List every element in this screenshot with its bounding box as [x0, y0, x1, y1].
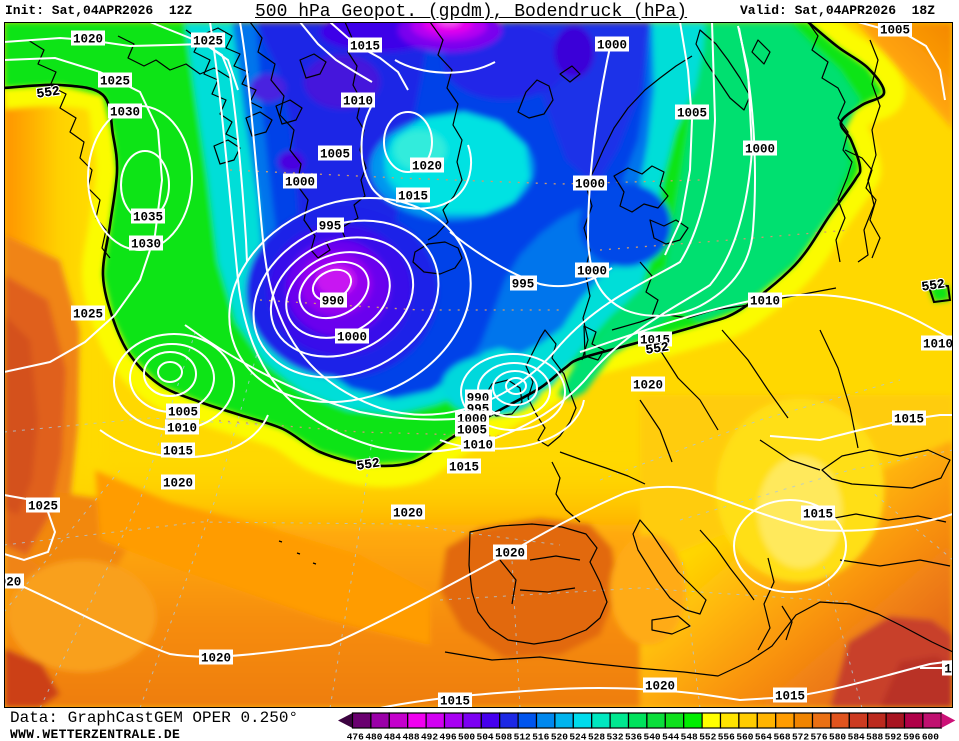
svg-text:552: 552 [645, 339, 670, 357]
svg-text:1000: 1000 [577, 265, 607, 279]
svg-text:1015: 1015 [775, 690, 805, 704]
svg-text:556: 556 [718, 732, 735, 741]
svg-text:1005: 1005 [457, 424, 487, 438]
svg-text:1025: 1025 [73, 308, 103, 322]
svg-text:1000: 1000 [597, 39, 627, 53]
svg-text:516: 516 [532, 732, 549, 741]
svg-text:1025: 1025 [193, 35, 223, 49]
svg-text:588: 588 [866, 732, 883, 741]
svg-text:995: 995 [319, 220, 342, 234]
svg-text:572: 572 [792, 732, 809, 741]
svg-text:544: 544 [662, 732, 679, 741]
svg-text:1: 1 [944, 663, 952, 677]
svg-text:552: 552 [356, 455, 381, 473]
svg-text:1010: 1010 [167, 422, 197, 436]
svg-text:564: 564 [755, 732, 772, 741]
svg-text:1015: 1015 [803, 508, 833, 522]
svg-text:552: 552 [645, 339, 670, 357]
svg-text:1015: 1015 [449, 461, 479, 475]
svg-text:508: 508 [495, 732, 512, 741]
svg-text:1000: 1000 [745, 143, 775, 157]
svg-text:496: 496 [440, 732, 457, 741]
svg-text:552: 552 [699, 732, 716, 741]
svg-text:995: 995 [512, 278, 535, 292]
svg-text:1005: 1005 [168, 406, 198, 420]
svg-text:1000: 1000 [575, 178, 605, 192]
svg-text:1005: 1005 [677, 107, 707, 121]
svg-text:568: 568 [773, 732, 790, 741]
svg-text:1020: 1020 [495, 547, 525, 561]
svg-text:540: 540 [644, 732, 661, 741]
svg-text:536: 536 [625, 732, 642, 741]
svg-text:1005: 1005 [320, 148, 350, 162]
svg-text:1015: 1015 [894, 413, 924, 427]
svg-text:1030: 1030 [110, 106, 140, 120]
svg-text:1030: 1030 [131, 238, 161, 252]
svg-text:524: 524 [569, 732, 586, 741]
svg-text:1020: 1020 [633, 379, 663, 393]
svg-text:520: 520 [551, 732, 568, 741]
svg-text:1025: 1025 [100, 75, 130, 89]
svg-text:600: 600 [922, 732, 939, 741]
svg-text:1010: 1010 [343, 95, 373, 109]
svg-text:476: 476 [347, 732, 364, 741]
svg-text:1010: 1010 [750, 295, 780, 309]
svg-text:1005: 1005 [880, 24, 910, 38]
svg-text:500: 500 [458, 732, 475, 741]
svg-text:484: 484 [384, 732, 401, 741]
svg-text:1035: 1035 [133, 211, 163, 225]
svg-text:1020: 1020 [393, 507, 423, 521]
svg-text:592: 592 [885, 732, 902, 741]
svg-text:492: 492 [421, 732, 438, 741]
svg-text:1020: 1020 [645, 680, 675, 694]
svg-text:1020: 1020 [201, 652, 231, 666]
svg-text:020: 020 [4, 576, 21, 590]
svg-text:552: 552 [921, 276, 946, 294]
svg-text:1020: 1020 [73, 33, 103, 47]
svg-text:990: 990 [322, 295, 345, 309]
svg-text:504: 504 [477, 732, 494, 741]
svg-text:512: 512 [514, 732, 531, 741]
svg-text:548: 548 [681, 732, 698, 741]
svg-text:552: 552 [36, 83, 61, 101]
svg-text:1010: 1010 [463, 439, 493, 453]
svg-text:1015: 1015 [398, 190, 428, 204]
svg-text:1015: 1015 [163, 445, 193, 459]
svg-text:1000: 1000 [337, 331, 367, 345]
svg-text:584: 584 [848, 732, 865, 741]
svg-text:560: 560 [736, 732, 753, 741]
svg-text:552: 552 [921, 276, 946, 294]
svg-text:552: 552 [356, 455, 381, 473]
svg-text:596: 596 [903, 732, 920, 741]
svg-text:532: 532 [606, 732, 623, 741]
svg-text:552: 552 [36, 83, 61, 101]
svg-text:1020: 1020 [412, 160, 442, 174]
svg-text:528: 528 [588, 732, 605, 741]
svg-text:1000: 1000 [285, 176, 315, 190]
svg-text:480: 480 [365, 732, 382, 741]
svg-text:488: 488 [402, 732, 419, 741]
svg-text:1015: 1015 [440, 695, 470, 709]
svg-text:1020: 1020 [163, 477, 193, 491]
svg-text:1015: 1015 [350, 40, 380, 54]
svg-text:1015: 1015 [640, 334, 670, 348]
svg-text:576: 576 [810, 732, 827, 741]
svg-text:1010: 1010 [923, 338, 953, 352]
svg-text:580: 580 [829, 732, 846, 741]
svg-text:1025: 1025 [28, 500, 58, 514]
